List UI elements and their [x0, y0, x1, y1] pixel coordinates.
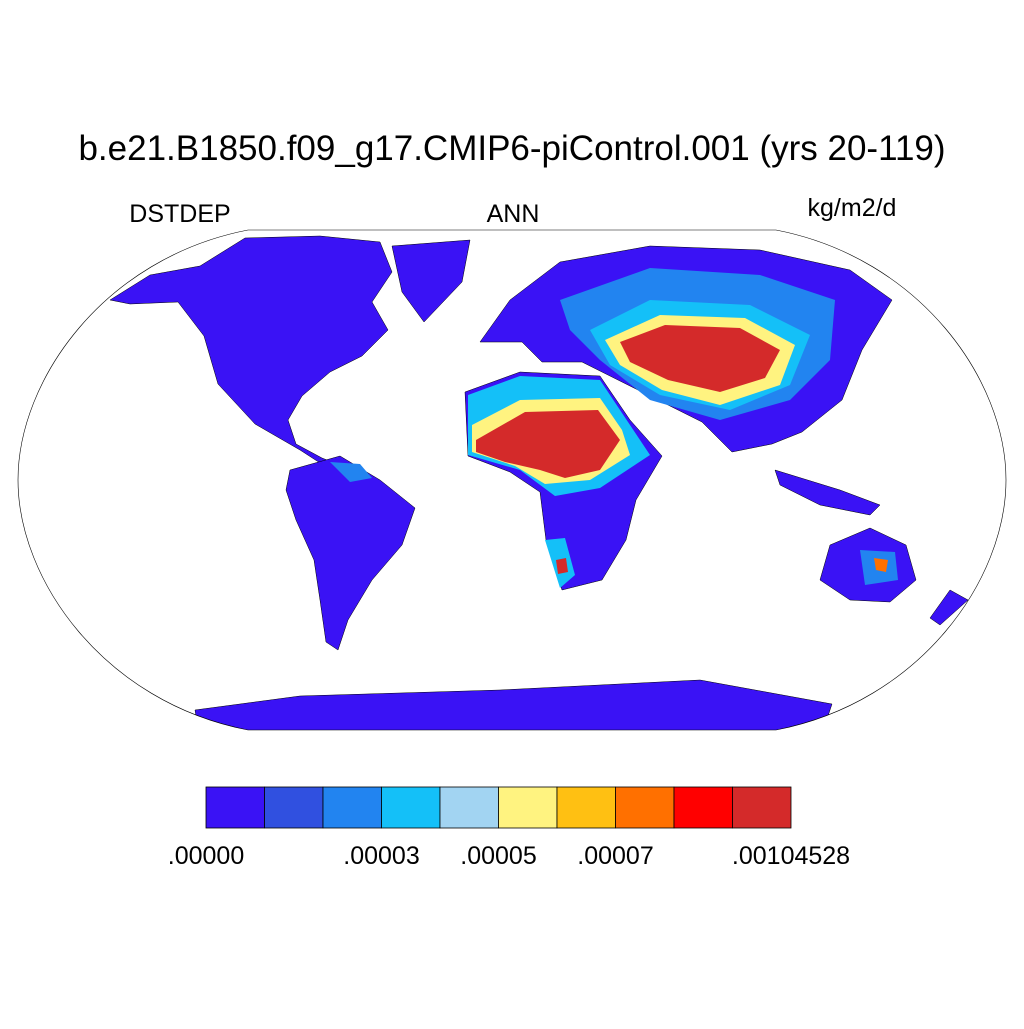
variable-label: DSTDEP: [129, 200, 230, 228]
new-zealand: [929, 589, 969, 626]
islands: [774, 469, 881, 516]
asia-dust-high: [620, 325, 780, 392]
colorbar-swatch: [498, 786, 558, 829]
southern-africa-core: [556, 558, 568, 574]
africa-dust-high: [476, 410, 620, 478]
colorbar-swatch: [381, 786, 441, 829]
colorbar-label: .00000: [168, 842, 244, 870]
season-label: ANN: [487, 200, 540, 228]
colorbar-swatch: [205, 786, 265, 829]
colorbar-swatch: [673, 786, 733, 829]
australia-core: [874, 558, 888, 572]
colorbar-swatch: [322, 786, 382, 829]
colorbar-label: .00003: [343, 842, 419, 870]
colorbar-label: .00104528: [732, 842, 850, 870]
colorbar-swatch: [615, 786, 675, 829]
colorbar: .00000 .00003 .00005 .00007 .00104528: [168, 786, 850, 870]
colorbar-swatch: [556, 786, 616, 829]
greenland: [391, 239, 471, 323]
colorbar-label: .00007: [577, 842, 653, 870]
colorbar-label: .00005: [460, 842, 536, 870]
colorbar-swatch: [264, 786, 324, 829]
north-america: [109, 235, 393, 473]
title: b.e21.B1850.f09_g17.CMIP6-piControl.001 …: [78, 129, 945, 168]
map-area: [109, 235, 969, 730]
south-america-dust: [330, 462, 372, 482]
map-outline: [17, 229, 1007, 731]
units-label: kg/m2/d: [808, 194, 897, 222]
colorbar-swatch: [439, 786, 499, 829]
antarctica: [194, 679, 833, 730]
south-america: [285, 455, 416, 651]
colorbar-swatch: [732, 786, 792, 829]
